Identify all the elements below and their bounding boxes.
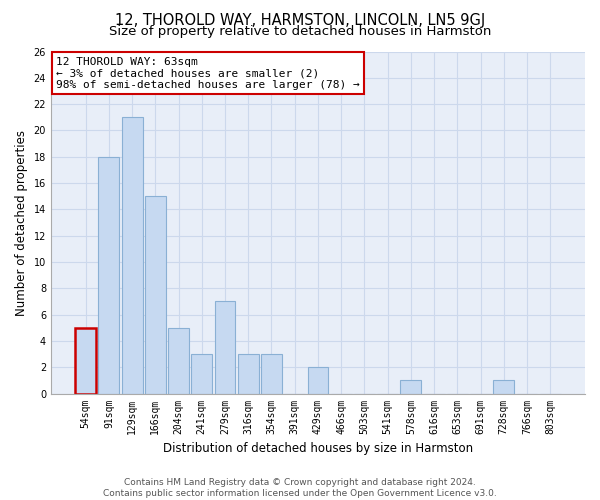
Bar (261, 354, 282, 394)
Bar (75, 328, 96, 394)
Bar (145, 196, 166, 394)
Bar (98, 156, 119, 394)
Bar (238, 354, 259, 394)
X-axis label: Distribution of detached houses by size in Harmston: Distribution of detached houses by size … (163, 442, 473, 455)
Text: 12, THOROLD WAY, HARMSTON, LINCOLN, LN5 9GJ: 12, THOROLD WAY, HARMSTON, LINCOLN, LN5 … (115, 12, 485, 28)
Bar (400, 380, 421, 394)
Bar (168, 328, 189, 394)
Bar (215, 302, 235, 394)
Text: Size of property relative to detached houses in Harmston: Size of property relative to detached ho… (109, 25, 491, 38)
Y-axis label: Number of detached properties: Number of detached properties (15, 130, 28, 316)
Bar (493, 380, 514, 394)
Bar (191, 354, 212, 394)
Bar (308, 367, 328, 394)
Text: Contains HM Land Registry data © Crown copyright and database right 2024.
Contai: Contains HM Land Registry data © Crown c… (103, 478, 497, 498)
Text: 12 THOROLD WAY: 63sqm
← 3% of detached houses are smaller (2)
98% of semi-detach: 12 THOROLD WAY: 63sqm ← 3% of detached h… (56, 56, 360, 90)
Bar (122, 118, 143, 394)
